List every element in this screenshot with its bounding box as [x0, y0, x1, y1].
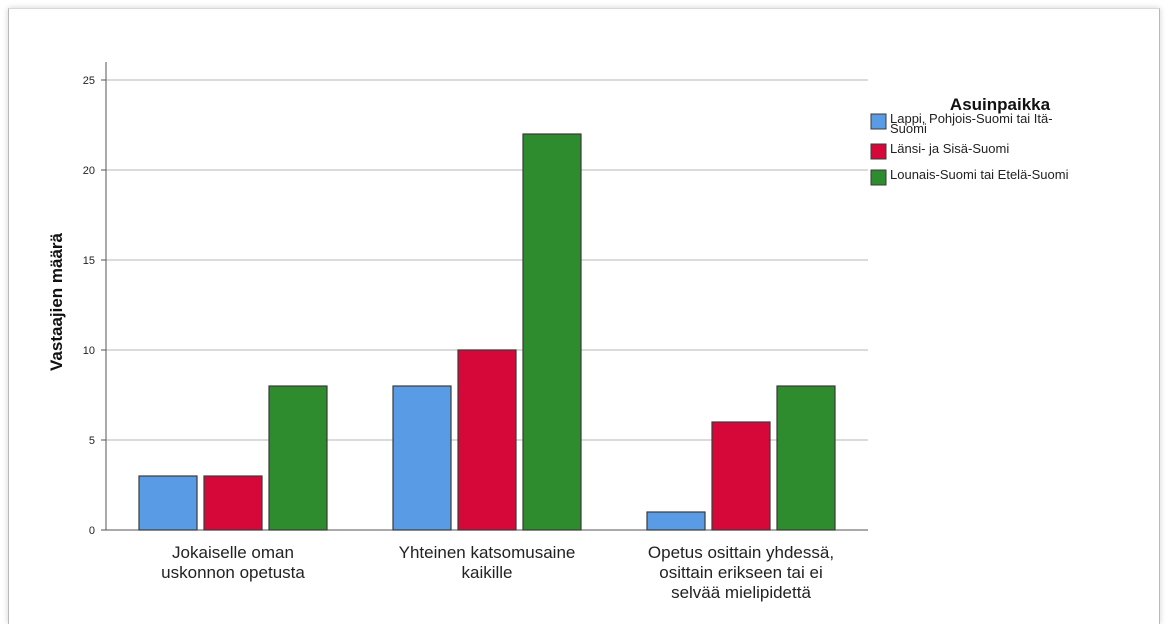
y-tick-label: 15	[83, 255, 95, 267]
y-tick-labels: 0 5 10 15 20 25	[83, 75, 95, 537]
y-axis-title: Vastaajien määrä	[47, 232, 66, 371]
legend-label: Lappi, Pohjois-Suomi tai Itä-	[890, 111, 1053, 126]
y-tick-label: 5	[89, 435, 95, 447]
bar-lounais-suomi-tai-etel-suomi-3	[776, 385, 836, 531]
bar-lounais-suomi-tai-etel-suomi-1	[268, 385, 328, 531]
category-label: kaikille	[461, 563, 512, 582]
chart-frame	[8, 8, 1160, 624]
category-label: Jokaiselle oman	[172, 543, 294, 562]
category-label: Yhteinen katsomusaine	[399, 543, 576, 562]
category-label: Opetus osittain yhdessä,	[648, 543, 834, 562]
bar-lappi-pohjois-suomi-tai-it-suomi-3	[646, 511, 706, 531]
bar-l-nsi-ja-sis-suomi-3	[711, 421, 771, 531]
legend-swatch	[870, 143, 887, 160]
category-label: uskonnon opetusta	[161, 563, 305, 582]
legend-swatch	[870, 169, 887, 186]
bars	[138, 133, 836, 531]
bar-lounais-suomi-tai-etel-suomi-2	[522, 133, 582, 531]
bar-l-nsi-ja-sis-suomi-2	[457, 349, 517, 531]
legend-label: Suomi	[890, 121, 927, 136]
bar-l-nsi-ja-sis-suomi-1	[203, 475, 263, 531]
bar-lappi-pohjois-suomi-tai-it-suomi-1	[138, 475, 198, 531]
y-tick-label: 0	[89, 525, 95, 537]
category-label: selvää mielipidettä	[671, 583, 811, 602]
legend-title: Asuinpaikka	[950, 95, 1051, 114]
legend-label: Länsi- ja Sisä-Suomi	[890, 141, 1009, 156]
legend: Asuinpaikka Lappi, Pohjois-Suomi tai Itä…	[870, 95, 1069, 186]
category-label: osittain erikseen tai ei	[659, 563, 822, 582]
legend-swatch	[870, 113, 887, 130]
y-tick-label: 10	[83, 345, 95, 357]
y-tick-label: 25	[83, 75, 95, 87]
y-tick-label: 20	[83, 165, 95, 177]
legend-label: Lounais-Suomi tai Etelä-Suomi	[890, 167, 1069, 182]
bar-lappi-pohjois-suomi-tai-it-suomi-2	[392, 385, 452, 531]
